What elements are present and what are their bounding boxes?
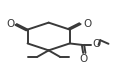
Text: O: O — [6, 19, 14, 29]
Text: O: O — [79, 54, 88, 64]
Text: O: O — [92, 39, 100, 49]
Text: O: O — [83, 19, 91, 29]
